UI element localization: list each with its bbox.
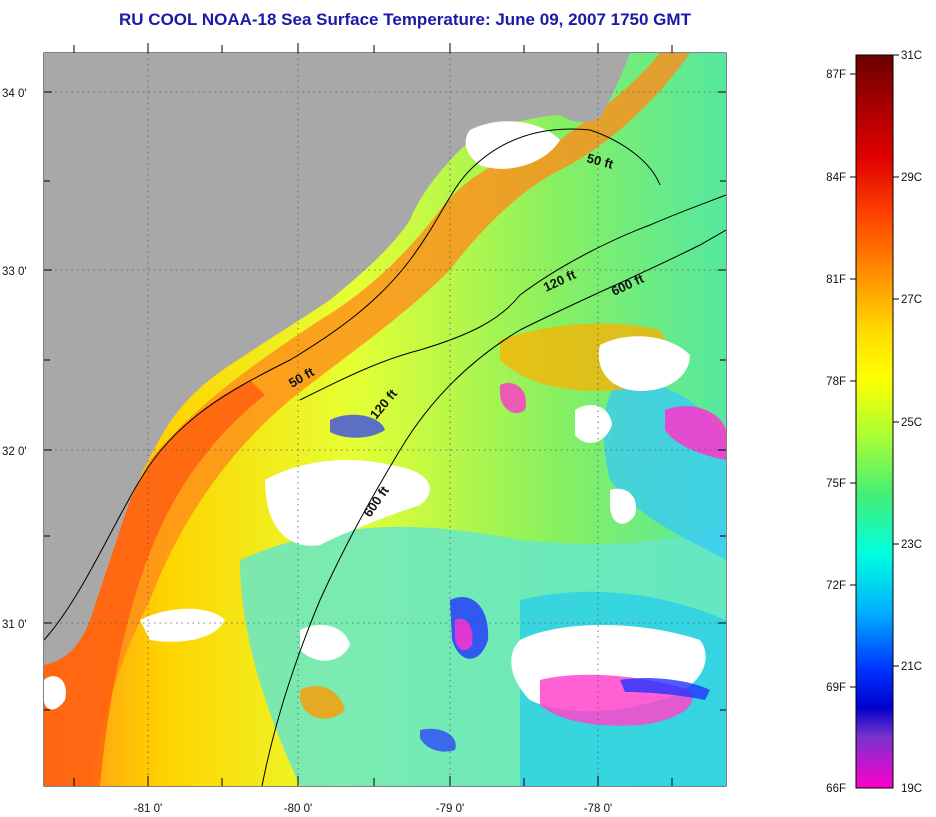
cold-patches: [330, 382, 726, 752]
contour-label-50ft-north: 50 ft: [585, 150, 615, 172]
lon-label-78: -78 0': [584, 803, 612, 815]
colorbar-f-72: 72F: [826, 580, 846, 592]
hot-coast-band: [44, 380, 265, 786]
land-mainland: [44, 53, 595, 665]
colorbar-ticks: [850, 54, 899, 688]
warm-orange-patch-2: [300, 686, 345, 719]
land-north-cape: [560, 53, 630, 122]
colorbar-f-69: 69F: [826, 682, 846, 694]
colorbar-f-84: 84F: [826, 172, 846, 184]
contour-120ft: [299, 194, 726, 401]
contour-600ft: [261, 229, 726, 786]
contour-50ft: [44, 128, 661, 641]
colorbar-c-29: 29C: [901, 172, 922, 184]
colorbar: [855, 54, 894, 789]
colorbar-c-21: 21C: [901, 661, 922, 673]
colorbar-f-75: 75F: [826, 478, 846, 490]
lat-label-33: 33 0': [2, 266, 27, 278]
frame-ticks: [44, 43, 726, 786]
colorbar-c-23: 23C: [901, 539, 922, 551]
lat-label-34: 34 0': [2, 88, 27, 100]
colorbar-f-87: 87F: [826, 69, 846, 81]
colorbar-f-66: 66F: [826, 783, 846, 795]
lat-label-31: 31 0': [2, 619, 27, 631]
colorbar-c-31: 31C: [901, 50, 922, 62]
lon-label-81: -81 0': [134, 803, 162, 815]
graticule: [44, 53, 726, 786]
lon-label-79: -79 0': [436, 803, 464, 815]
colorbar-f-81: 81F: [826, 274, 846, 286]
map-title: RU COOL NOAA-18 Sea Surface Temperature:…: [119, 10, 691, 29]
colorbar-c-27: 27C: [901, 294, 922, 306]
colorbar-c-25: 25C: [901, 417, 922, 429]
colorbar-c-19: 19C: [901, 783, 922, 795]
colorbar-f-78: 78F: [826, 376, 846, 388]
depth-contours: [44, 128, 726, 786]
lat-label-32: 32 0': [2, 446, 27, 458]
lon-label-80: -80 0': [284, 803, 312, 815]
